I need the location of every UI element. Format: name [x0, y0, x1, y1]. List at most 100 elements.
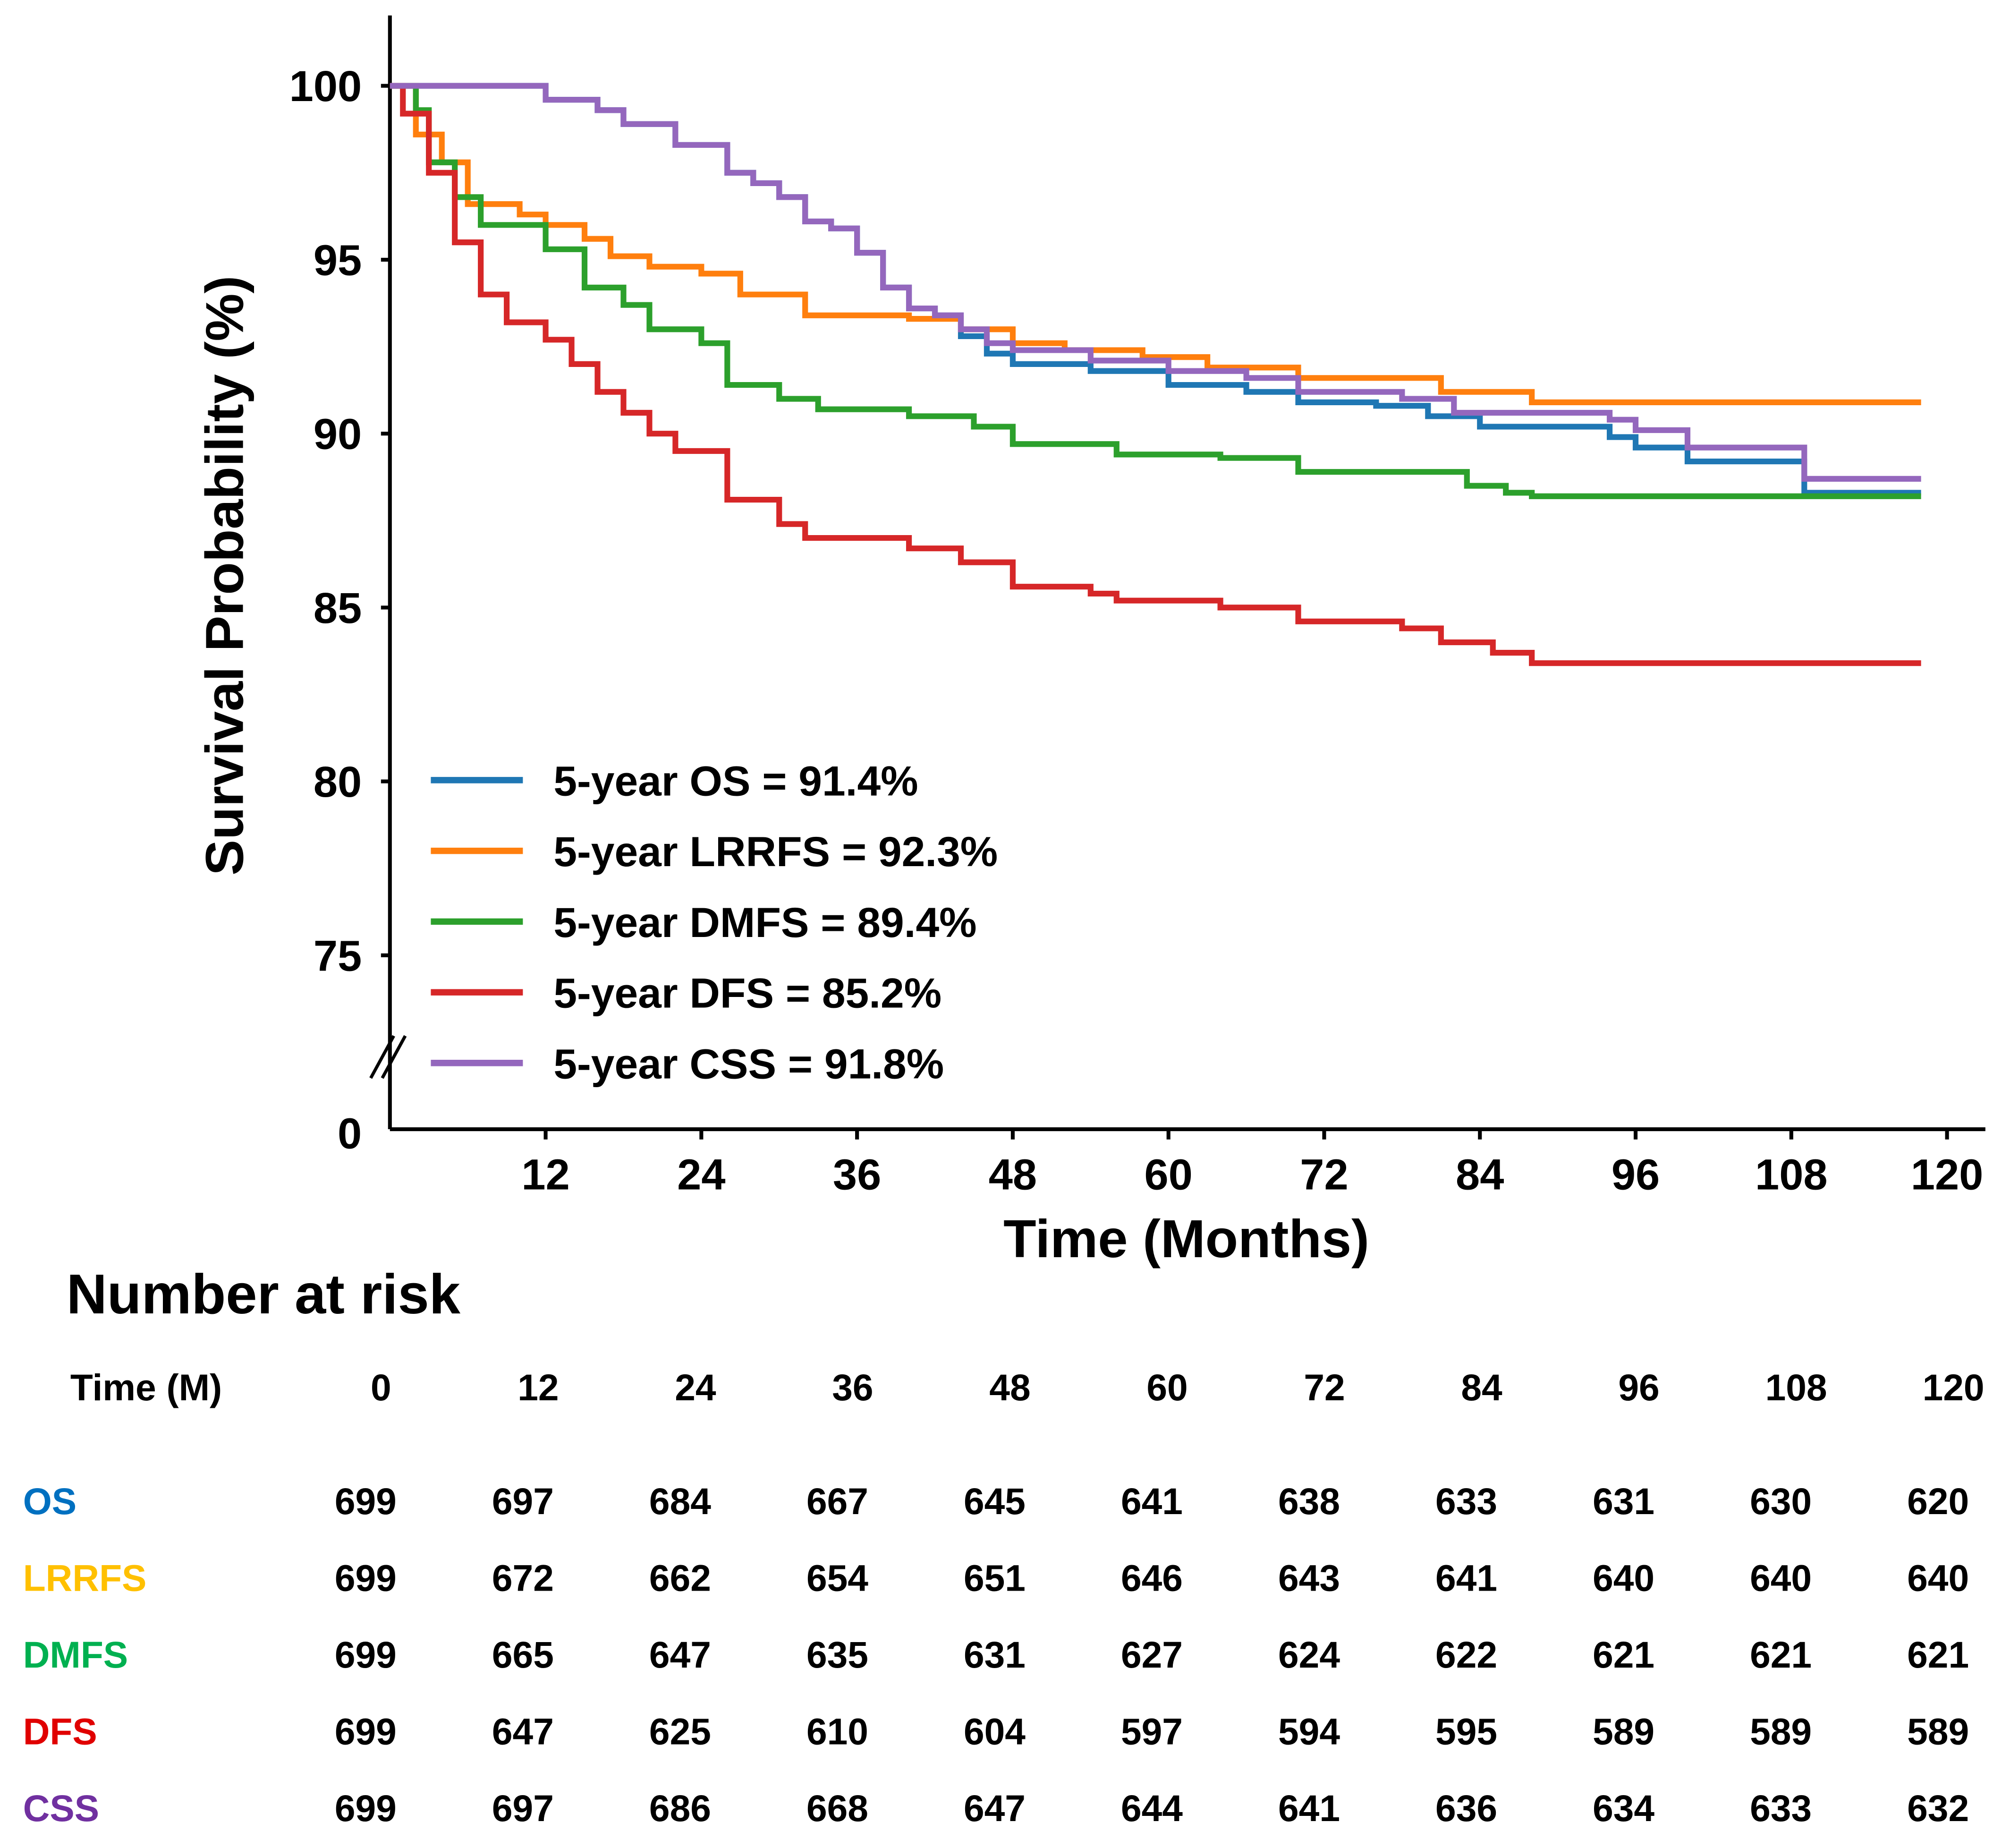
- risk-count: 633: [1750, 1788, 1812, 1829]
- legend-label: 5-year DFS = 85.2%: [553, 970, 942, 1017]
- risk-count: 699: [335, 1481, 397, 1522]
- risk-count: 635: [806, 1634, 868, 1676]
- y-tick-label: 0: [338, 1109, 362, 1158]
- risk-count: 643: [1278, 1557, 1340, 1599]
- risk-table-time: 12: [517, 1367, 559, 1408]
- x-tick-label: 48: [989, 1150, 1037, 1199]
- risk-count: 624: [1278, 1634, 1340, 1676]
- risk-count: 641: [1278, 1788, 1340, 1829]
- risk-count: 589: [1750, 1711, 1812, 1752]
- risk-count: 620: [1907, 1481, 1969, 1522]
- risk-count: 667: [806, 1481, 868, 1522]
- risk-count: 672: [492, 1557, 554, 1599]
- x-tick-label: 60: [1144, 1150, 1192, 1199]
- risk-count: 684: [649, 1481, 711, 1522]
- survival-curve-dmfs: [390, 83, 1921, 499]
- risk-count: 622: [1435, 1634, 1497, 1676]
- risk-table-time: 72: [1304, 1367, 1345, 1408]
- risk-table-time: 120: [1923, 1367, 1985, 1408]
- risk-table-time: 60: [1146, 1367, 1188, 1408]
- risk-count: 699: [335, 1557, 397, 1599]
- risk-count: 631: [1593, 1481, 1654, 1522]
- y-tick-label: 75: [314, 931, 362, 980]
- risk-count: 641: [1435, 1557, 1497, 1599]
- risk-count: 633: [1435, 1481, 1497, 1522]
- risk-count: 699: [335, 1634, 397, 1676]
- risk-count: 630: [1750, 1481, 1812, 1522]
- risk-count: 636: [1435, 1788, 1497, 1829]
- risk-table-time: 36: [832, 1367, 873, 1408]
- risk-count: 640: [1750, 1557, 1812, 1599]
- y-tick-label: 95: [314, 236, 362, 284]
- axis-break-mark: [369, 1035, 395, 1079]
- legend-label: 5-year CSS = 91.8%: [553, 1040, 944, 1087]
- x-tick-label: 108: [1755, 1150, 1828, 1199]
- survival-curve-dfs: [390, 83, 1921, 666]
- risk-count: 665: [492, 1634, 554, 1676]
- x-tick-label: 120: [1911, 1150, 1984, 1199]
- risk-row-label: DFS: [23, 1711, 97, 1752]
- risk-count: 645: [964, 1481, 1026, 1522]
- risk-count: 621: [1907, 1634, 1969, 1676]
- risk-count: 638: [1278, 1481, 1340, 1522]
- risk-count: 697: [492, 1481, 554, 1522]
- risk-table-header-label: Time (M): [70, 1367, 222, 1408]
- x-tick-label: 72: [1300, 1150, 1348, 1199]
- y-axis-label: Survival Probability (%): [195, 276, 254, 876]
- risk-count: 646: [1121, 1557, 1183, 1599]
- risk-table-time: 96: [1618, 1367, 1659, 1408]
- risk-count: 621: [1750, 1634, 1812, 1676]
- risk-count: 686: [649, 1788, 711, 1829]
- risk-count: 594: [1278, 1711, 1340, 1752]
- risk-count: 621: [1593, 1634, 1654, 1676]
- risk-table-time: 108: [1765, 1367, 1827, 1408]
- survival-curves: [390, 83, 1921, 666]
- legend-label: 5-year OS = 91.4%: [553, 757, 918, 804]
- risk-table: Time (M) 0 12 24 36 48 60 72 84 96 108 120 OS 699 697 6…: [23, 1367, 1985, 1829]
- y-tick-label: 85: [314, 584, 362, 632]
- x-ticks: 12 24 36 48 60 72 84 96 108 120: [521, 1129, 1983, 1199]
- y-tick-label: 90: [314, 410, 362, 459]
- risk-count: 647: [964, 1788, 1026, 1829]
- risk-count: 699: [335, 1788, 397, 1829]
- y-tick-label: 100: [289, 62, 362, 111]
- risk-table-time: 48: [989, 1367, 1030, 1408]
- risk-count: 697: [492, 1788, 554, 1829]
- legend-label: 5-year DMFS = 89.4%: [553, 899, 976, 946]
- risk-count: 634: [1593, 1788, 1654, 1829]
- x-tick-label: 84: [1456, 1150, 1504, 1199]
- risk-row-label: DMFS: [23, 1634, 128, 1676]
- risk-table-time: 24: [675, 1367, 716, 1408]
- risk-row-label: OS: [23, 1481, 76, 1522]
- x-axis-label: Time (Months): [1003, 1209, 1369, 1269]
- legend: 5-year OS = 91.4% 5-year LRRFS = 92.3% 5-y…: [431, 757, 998, 1087]
- risk-count: 589: [1593, 1711, 1654, 1752]
- x-tick-label: 12: [521, 1150, 569, 1199]
- risk-table-time: 0: [371, 1367, 391, 1408]
- risk-row-label: CSS: [23, 1788, 99, 1829]
- risk-row-label: LRRFS: [23, 1557, 147, 1599]
- risk-count: 632: [1907, 1788, 1969, 1829]
- x-tick-label: 96: [1612, 1150, 1660, 1199]
- risk-count: 627: [1121, 1634, 1183, 1676]
- risk-count: 647: [649, 1634, 711, 1676]
- axis-break-mark: [381, 1035, 407, 1079]
- risk-count: 640: [1593, 1557, 1654, 1599]
- risk-count: 595: [1435, 1711, 1497, 1752]
- risk-table-time: 84: [1461, 1367, 1502, 1408]
- risk-count: 604: [964, 1711, 1026, 1752]
- risk-count: 647: [492, 1711, 554, 1752]
- y-ticks: 100 95 90 85 80 75 0: [289, 62, 390, 1158]
- survival-curve-css: [390, 83, 1921, 482]
- risk-count: 644: [1121, 1788, 1183, 1829]
- risk-count: 699: [335, 1711, 397, 1752]
- y-tick-label: 80: [314, 758, 362, 806]
- risk-count: 631: [964, 1634, 1026, 1676]
- x-tick-label: 36: [833, 1150, 881, 1199]
- risk-count: 651: [964, 1557, 1026, 1599]
- risk-count: 640: [1907, 1557, 1969, 1599]
- risk-count: 610: [806, 1711, 868, 1752]
- risk-count: 597: [1121, 1711, 1183, 1752]
